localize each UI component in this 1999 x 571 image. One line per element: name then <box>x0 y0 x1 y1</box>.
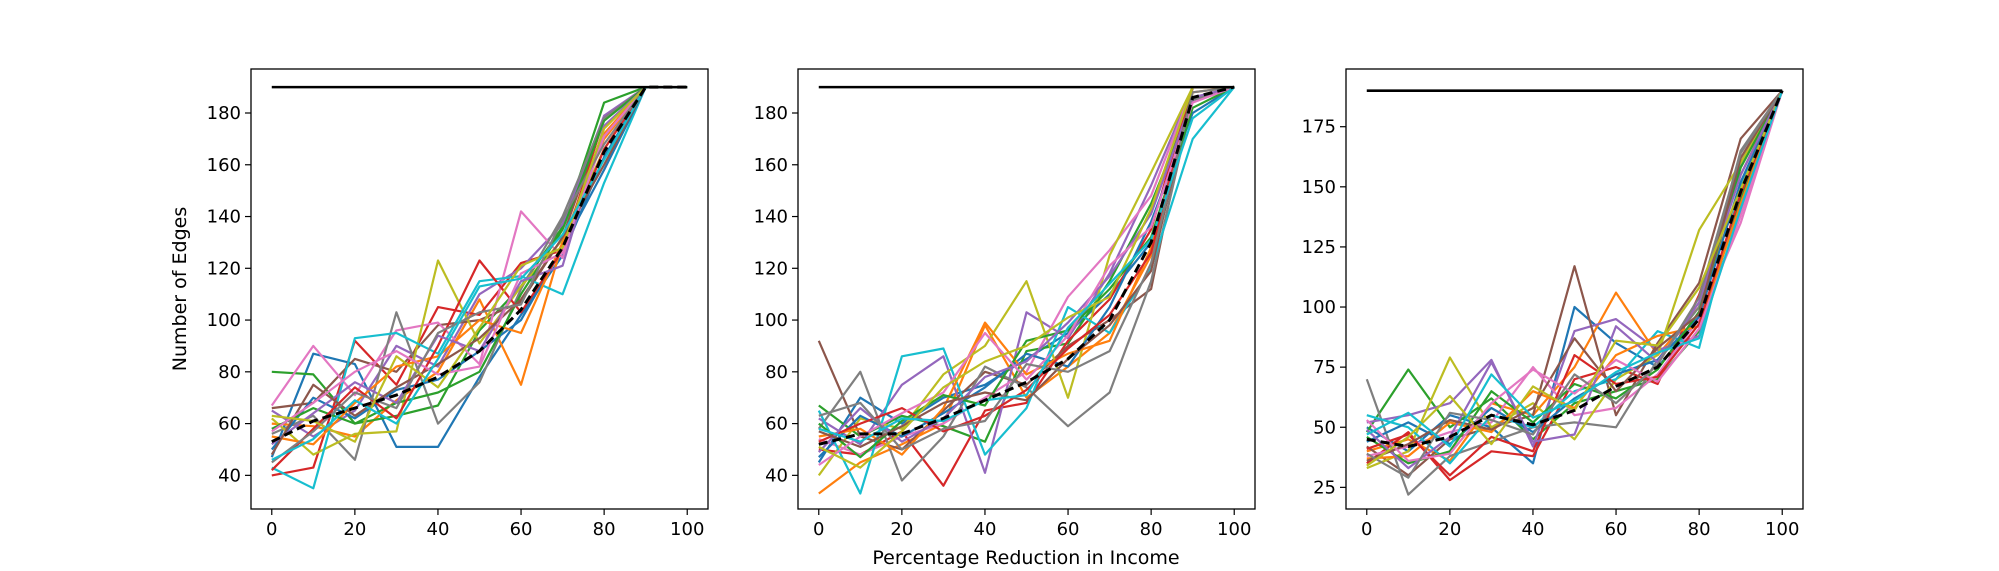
y-tick-label: 40 <box>765 465 788 486</box>
y-tick-label: 140 <box>207 207 241 228</box>
x-tick-label: 100 <box>1765 519 1799 540</box>
mean-line <box>1366 90 1784 449</box>
x-tick-label: 100 <box>670 519 704 540</box>
y-tick-label: 125 <box>1302 237 1336 258</box>
series-line-2 <box>271 85 688 438</box>
y-tick-label: 40 <box>218 465 241 486</box>
subplot-2: 0 20 40 60 80 100 40 60 80 100 120 140 160 180 <box>754 68 1256 540</box>
axes-frame <box>797 68 1256 510</box>
series-line-12 <box>271 85 688 446</box>
series-line-19 <box>271 85 688 443</box>
mean-line <box>271 85 688 444</box>
axes-frame <box>250 68 709 510</box>
plot-area <box>1365 89 1784 496</box>
y-tick-label: 50 <box>1313 417 1336 438</box>
y-tick-label: 25 <box>1313 477 1336 498</box>
x-tick-label: 0 <box>1361 519 1372 540</box>
y-tick-label: 120 <box>754 258 788 279</box>
axes-frame <box>1345 68 1804 510</box>
y-tick-label: 150 <box>1302 177 1336 198</box>
x-tick-label: 0 <box>266 519 277 540</box>
x-tick-label: 100 <box>1217 519 1251 540</box>
y-tick-label: 60 <box>765 414 788 435</box>
series-line-15 <box>817 86 1235 453</box>
x-tick-label: 20 <box>343 519 366 540</box>
y-tick-label: 100 <box>1302 297 1336 318</box>
series-line-17 <box>818 86 1235 466</box>
x-tick-label: 0 <box>813 519 824 540</box>
y-tick-label: 160 <box>754 155 788 176</box>
x-tick-label: 60 <box>1605 519 1628 540</box>
plot-area <box>817 85 1236 495</box>
plot-area <box>270 85 688 490</box>
x-tick-label: 80 <box>1140 519 1163 540</box>
y-tick-label: 100 <box>754 310 788 331</box>
y-tick-label: 180 <box>754 103 788 124</box>
y-tick-label: 140 <box>754 207 788 228</box>
series-line-9 <box>1366 90 1784 470</box>
x-tick-label: 20 <box>1438 519 1461 540</box>
series-line-10 <box>817 86 1236 495</box>
x-tick-label: 80 <box>1688 519 1711 540</box>
series-line-17 <box>1366 90 1784 462</box>
y-tick-label: 175 <box>1302 117 1336 138</box>
series-line-20 <box>818 86 1235 443</box>
y-tick-label: 160 <box>207 155 241 176</box>
y-tick-label: 120 <box>207 258 241 279</box>
series-line-14 <box>1366 90 1784 477</box>
subplot-1: 0 20 40 60 80 100 40 60 80 100 120 140 160 180 <box>207 68 709 540</box>
y-tick-label: 75 <box>1313 357 1336 378</box>
x-tick-label: 20 <box>890 519 913 540</box>
y-axis-label: Number of Edges <box>169 207 191 371</box>
x-tick-label: 40 <box>427 519 450 540</box>
x-tick-label: 80 <box>593 519 616 540</box>
x-tick-label: 60 <box>510 519 533 540</box>
series-line-18 <box>271 85 688 464</box>
series-line-13 <box>271 85 688 430</box>
series-line-20 <box>1366 90 1784 448</box>
series-line-19 <box>818 85 1235 469</box>
x-axis-label: Percentage Reduction in Income <box>872 547 1179 569</box>
subplot-3: 0 20 40 60 80 100 25 50 75 100 125 150 175 <box>1302 68 1804 540</box>
x-tick-label: 60 <box>1057 519 1080 540</box>
x-tick-label: 40 <box>974 519 997 540</box>
series-line-3 <box>271 85 688 425</box>
series-line-16 <box>1366 90 1784 462</box>
x-tick-label: 40 <box>1522 519 1545 540</box>
series-line-10 <box>271 85 688 490</box>
mean-line <box>818 85 1235 446</box>
series-line-17 <box>271 85 688 433</box>
y-tick-label: 80 <box>765 362 788 383</box>
y-tick-label: 80 <box>218 362 241 383</box>
series-line-8 <box>271 85 688 461</box>
y-tick-label: 60 <box>218 414 241 435</box>
y-tick-label: 180 <box>207 103 241 124</box>
y-tick-label: 100 <box>207 310 241 331</box>
